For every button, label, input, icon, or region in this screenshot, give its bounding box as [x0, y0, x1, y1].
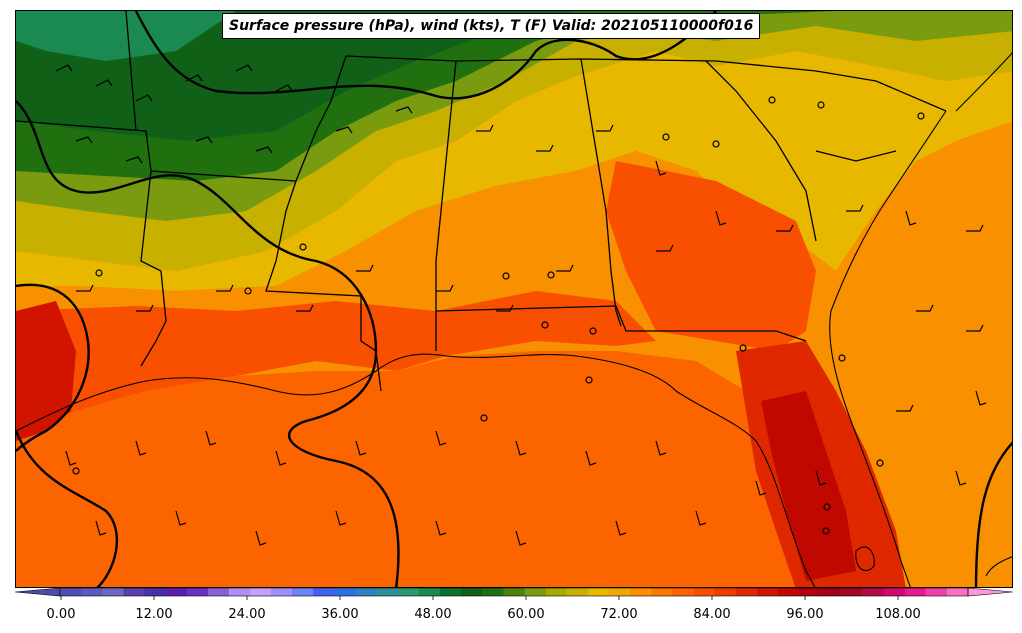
colorbar-segment: [799, 588, 821, 596]
colorbar-segment: [566, 588, 589, 596]
colorbar-segment: [820, 588, 842, 596]
colorbar-segment: [904, 588, 927, 596]
temperature-band-cold-pocket: [16, 11, 236, 61]
colorbar-segment: [397, 588, 420, 596]
colorbar-segment: [440, 588, 462, 596]
colorbar-tick-label: 60.00: [507, 607, 545, 622]
colorbar-segment: [165, 588, 188, 596]
temperature-band-90s: [761, 391, 856, 581]
colorbar-frame: [59, 588, 969, 597]
colorbar-segment: [250, 588, 272, 596]
coastlines: [16, 52, 1012, 587]
temperature-band-upper-60s: [16, 51, 1012, 291]
gulf-temperature: [16, 351, 816, 587]
colorbar-segment: [355, 588, 378, 596]
colorbar-segment: [186, 588, 209, 596]
colorbar-tick-label: 36.00: [321, 607, 359, 622]
colorbar-tick-label: 12.00: [135, 607, 173, 622]
state-borders: [16, 11, 947, 392]
colorbar-segment: [545, 588, 568, 596]
map-panel: [15, 10, 1013, 588]
colorbar-segment: [925, 588, 948, 596]
colorbar-segment: [883, 588, 906, 596]
colorbar-segment: [693, 588, 716, 596]
colorbar-segment: [123, 588, 145, 596]
colorbar-segment: [228, 588, 251, 596]
colorbar-tick-label: 24.00: [228, 607, 266, 622]
colorbar-segment: [672, 588, 694, 596]
colorbar-tick-label: 48.00: [414, 607, 452, 622]
colorbar-segment: [292, 588, 314, 596]
colorbar-segment: [313, 588, 336, 596]
colorbar-segment: [524, 588, 547, 596]
colorbar-tick-label: 84.00: [693, 607, 731, 622]
atlantic-temperature: [826, 121, 1012, 587]
colorbar-tick-label: 72.00: [600, 607, 638, 622]
colorbar-segment: [461, 588, 483, 596]
colorbar-segment: [777, 588, 800, 596]
colorbar-segment: [756, 588, 779, 596]
colorbar-segment: [144, 588, 167, 596]
colorbar-tick-label: 96.00: [786, 607, 824, 622]
colorbar-segment: [102, 588, 124, 596]
colorbar-segment: [946, 588, 969, 596]
temperature-band-low-80s: [16, 291, 656, 431]
temperature-band-texas-hot: [16, 301, 76, 441]
colorbar-segment: [630, 588, 652, 596]
colorbar-segment: [60, 588, 82, 596]
colorbar-tick-label: 108.00: [875, 607, 921, 622]
colorbar-segment: [862, 588, 885, 596]
colorbar-segment: [841, 588, 863, 596]
map-title: Surface pressure (hPa), wind (kts), T (F…: [222, 13, 761, 39]
weather-map: [16, 11, 1012, 587]
colorbar: [15, 588, 1013, 600]
colorbar-segment: [651, 588, 673, 596]
colorbar-tick-label: 0.00: [46, 607, 76, 622]
colorbar-extend-low: [15, 588, 61, 597]
colorbar-segment: [609, 588, 631, 596]
colorbar-segment: [418, 588, 441, 596]
colorbar-segment: [503, 588, 526, 596]
colorbar-segment: [207, 588, 230, 596]
colorbar-segment: [482, 588, 504, 596]
colorbar-segment: [714, 588, 737, 596]
isobars: [16, 11, 1012, 587]
calm-wind-markers: [72, 96, 925, 535]
colorbar-segment: [334, 588, 357, 596]
colorbar-segment: [735, 588, 758, 596]
colorbar-segment: [376, 588, 399, 596]
colorbar-segment: [81, 588, 103, 596]
colorbar-extend-high: [967, 588, 1013, 597]
temperature-band-georgia: [606, 161, 816, 351]
colorbar-segment: [587, 588, 610, 596]
colorbar-segment: [271, 588, 293, 596]
wind-barbs: [55, 64, 987, 546]
